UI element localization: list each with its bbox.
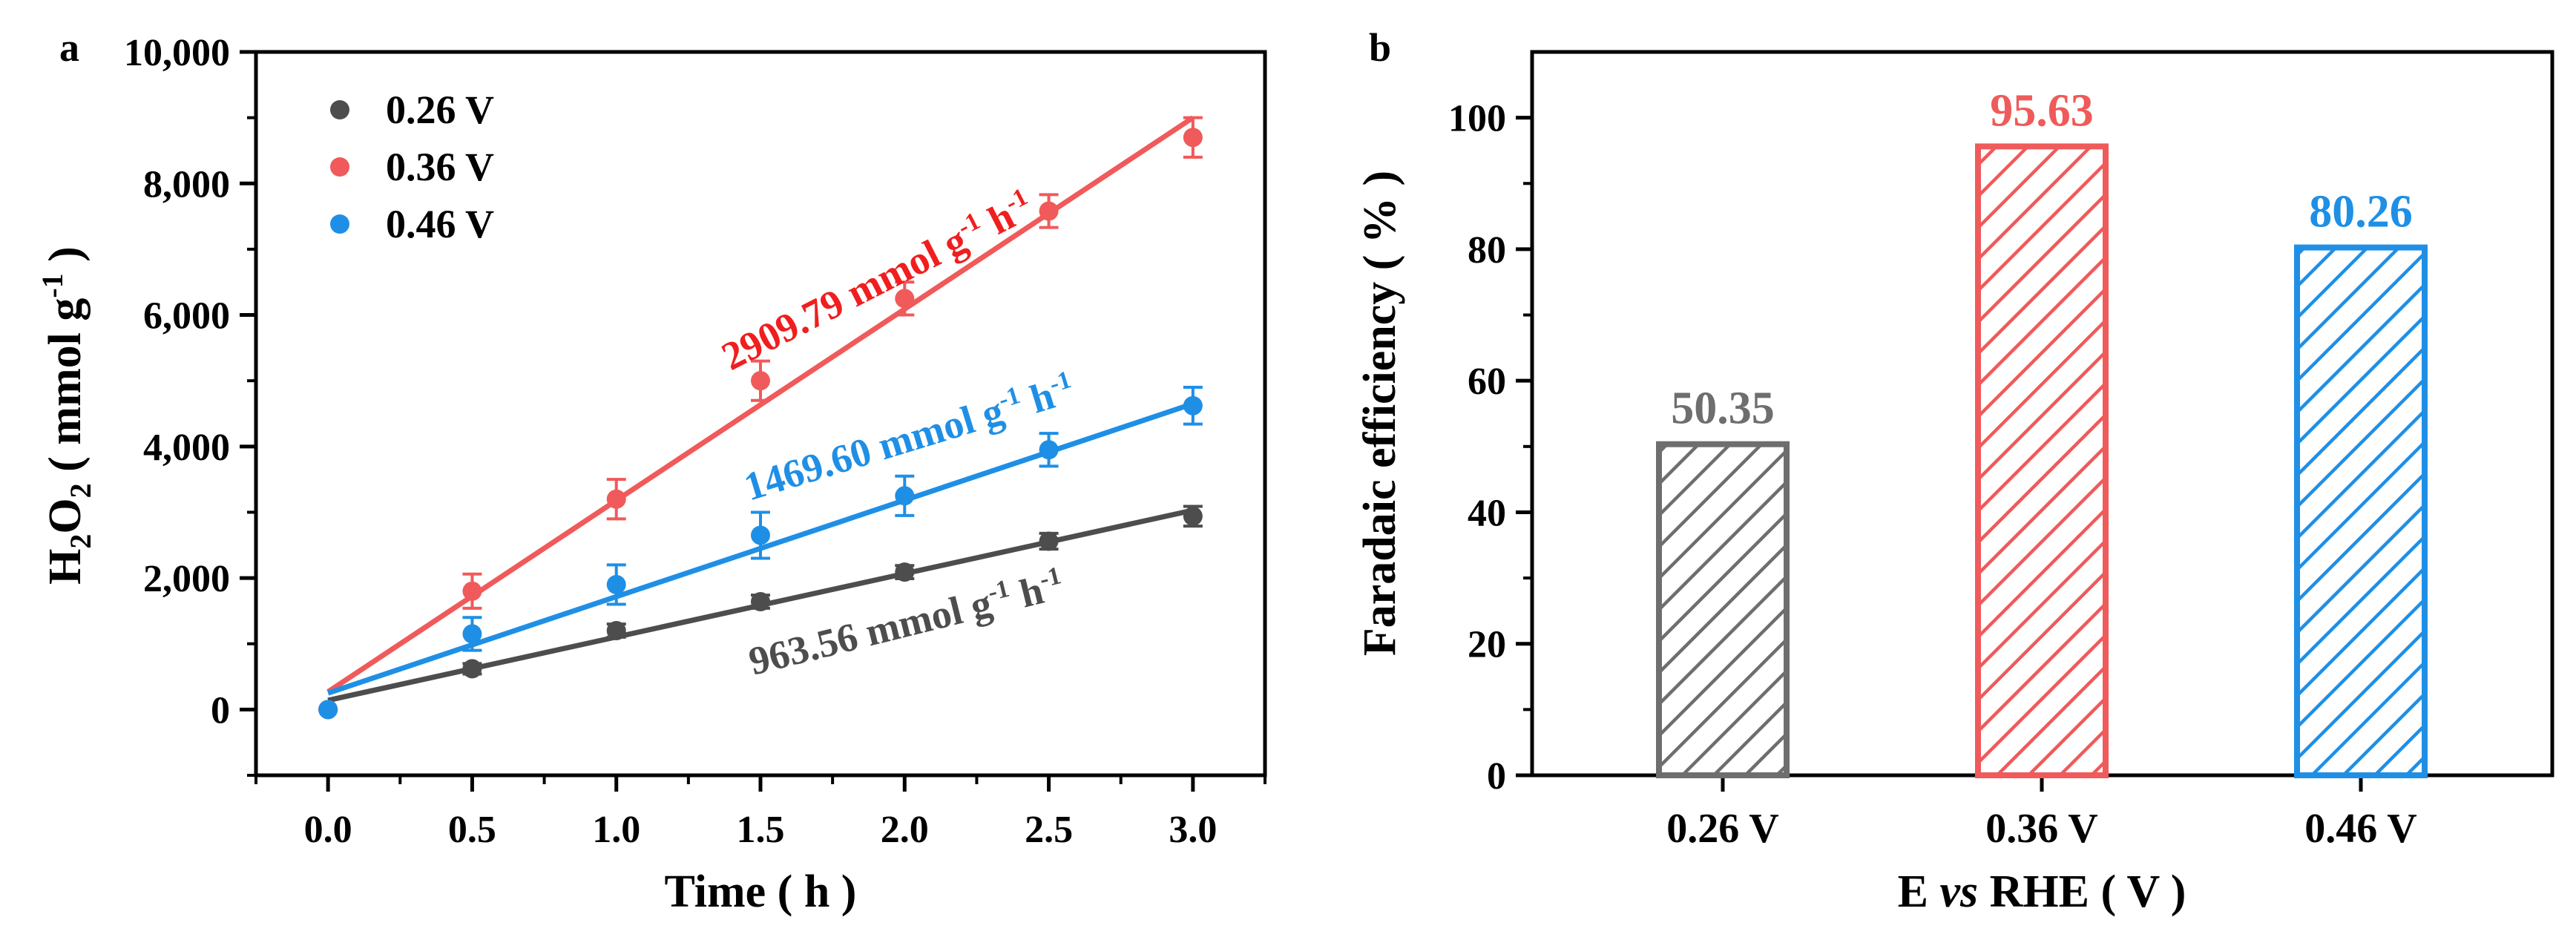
legend-marker-0-26v [330, 100, 349, 119]
panel-a-letter: a [59, 25, 79, 70]
panel-b-letter: b [1369, 25, 1391, 70]
y-tick-label: 6,000 [143, 295, 230, 338]
data-point-0-26-v [1039, 531, 1059, 551]
bar-0-36-v [1975, 143, 2109, 778]
panel-a-y-axis-label: H2O2 ( mmol g-1 ) [36, 246, 97, 585]
bar-0-46-v [2294, 244, 2428, 778]
y-tick-label: 20 [1468, 624, 1506, 666]
bar-value-label-0-26-v: 50.35 [1671, 384, 1775, 434]
data-point-0-46-v [606, 574, 626, 594]
panel-a-legend: 0.26 V 0.36 V 0.46 V [330, 88, 494, 246]
data-point-0-26-v [462, 659, 482, 679]
y-tick-label: 100 [1448, 98, 1506, 140]
data-point-0-26-v [1183, 506, 1203, 526]
y-tick-label: 0 [1487, 755, 1506, 798]
data-point-0-46-v [462, 624, 482, 644]
data-point-0-36-v [751, 371, 770, 391]
legend-label-0-26v: 0.26 V [386, 88, 494, 132]
data-point-0-46-v [895, 486, 915, 506]
panel-b-bar-chart: 0 20 40 60 80 100 0.26 V 0.36 V 0.46 V 50.35 95.6… [1355, 50, 2554, 917]
data-point-0-26-v [606, 621, 626, 640]
panel-a-scatter: 0.0 0.5 1.0 1.5 2.0 2.5 3.0 0 2,000 4,000 6,000 8,0… [36, 32, 1267, 917]
x-tick-label-0-46-v: 0.46 V [2304, 806, 2416, 852]
y-tick-label: 2,000 [143, 558, 230, 600]
data-point-0-36-v [895, 289, 915, 309]
y-tick-label: 0 [211, 689, 230, 732]
bar-value-label-0-46-v: 80.26 [2309, 187, 2413, 237]
y-tick-label: 40 [1468, 492, 1506, 534]
data-point-0-36-v [1039, 201, 1059, 221]
x-tick-label: 0.0 [304, 809, 352, 851]
panel-b-ticks: 0 20 40 60 80 100 0.26 V 0.36 V 0.46 V [1448, 98, 2417, 852]
x-tick-label: 2.0 [881, 809, 929, 851]
panel-a-ticks: 0.0 0.5 1.0 1.5 2.0 2.5 3.0 0 2,000 4,000 6,000 8,0… [124, 32, 1266, 851]
y-tick-label: 10,000 [124, 32, 230, 74]
legend-marker-0-46v [330, 214, 349, 234]
data-point-0-26-v [895, 562, 915, 582]
y-tick-label: 4,000 [143, 427, 230, 469]
bar-value-label-0-36-v: 95.63 [1990, 85, 2094, 136]
panel-a-x-axis-label: Time ( h ) [665, 867, 857, 917]
x-tick-label: 1.0 [592, 809, 640, 851]
panel-b-bars: 50.35 95.63 80.26 [1656, 85, 2428, 778]
legend-marker-0-36v [330, 157, 349, 177]
data-point-0-26-v [751, 592, 770, 611]
data-point-0-36-v [1183, 128, 1203, 148]
x-tick-label-0-36-v: 0.36 V [1985, 806, 2097, 852]
data-point-0-46-v [1183, 395, 1203, 415]
data-point-0-36-v [606, 489, 626, 509]
y-tick-label: 8,000 [143, 163, 230, 206]
bar-0-26-v [1656, 441, 1790, 778]
x-tick-label: 2.5 [1025, 809, 1073, 851]
x-tick-label-0-26-v: 0.26 V [1666, 806, 1778, 852]
rate-label-0-36v: 2909.79 mmol g-1 h-1 [714, 183, 1040, 379]
data-point-0-36-v [462, 581, 482, 601]
panel-b-y-axis-label: Faradaic efficiency ( % ) [1355, 171, 1405, 656]
legend-label-0-46v: 0.46 V [386, 202, 494, 246]
y-tick-label: 80 [1468, 229, 1506, 272]
x-tick-label: 3.0 [1169, 809, 1217, 851]
panel-b-x-axis-label: E vs RHE ( V ) [1898, 867, 2186, 917]
panel-a-points [318, 116, 1203, 720]
x-tick-label: 1.5 [737, 809, 785, 851]
y-tick-label: 60 [1468, 361, 1506, 403]
data-point-0-46-v [318, 700, 338, 720]
data-point-0-46-v [1039, 440, 1059, 460]
legend-label-0-36v: 0.36 V [386, 145, 494, 189]
x-tick-label: 0.5 [448, 809, 496, 851]
data-point-0-46-v [751, 525, 770, 545]
